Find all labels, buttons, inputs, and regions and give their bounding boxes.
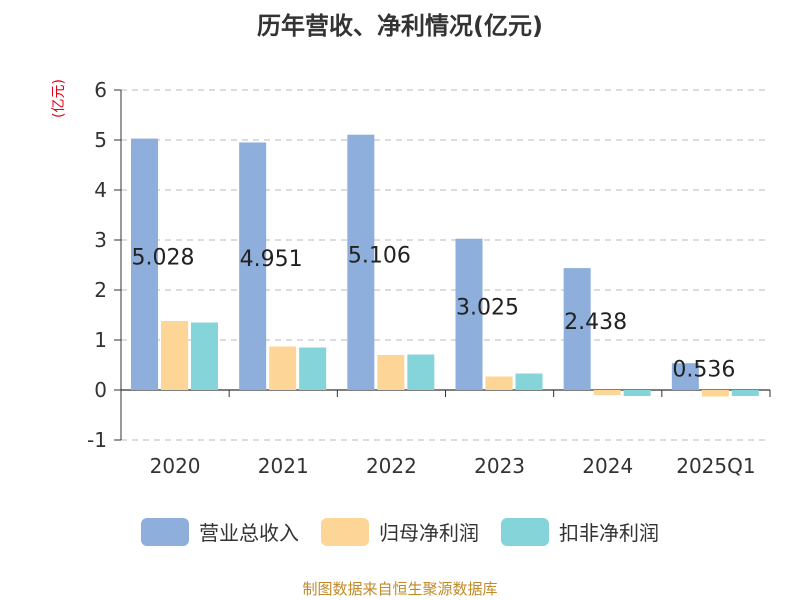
legend-swatch-deducted-profit (501, 517, 549, 546)
legend-item-net-profit[interactable]: 归母净利润 (321, 517, 479, 546)
x-tick-label: 2020 (150, 454, 201, 478)
bar-net-profit (485, 376, 513, 390)
legend: 营业总收入 归母净利润 扣非净利润 (0, 517, 800, 546)
y-tick-label: 6 (94, 78, 107, 102)
bar-deducted-profit (515, 373, 543, 390)
legend-swatch-revenue (141, 517, 189, 546)
bar-revenue (563, 268, 591, 390)
bar-revenue (347, 134, 375, 390)
bar-net-profit (269, 346, 297, 390)
x-tick-label: 2024 (582, 454, 633, 478)
bar-deducted-profit (623, 390, 651, 396)
bar-net-profit (161, 321, 188, 390)
bar-net-profit (377, 355, 405, 390)
bar-revenue (131, 138, 158, 390)
data-label: 3.025 (456, 295, 519, 320)
y-tick-label: 4 (94, 178, 107, 202)
bar-deducted-profit (191, 322, 218, 390)
bar-net-profit (701, 390, 729, 397)
x-tick-label: 2023 (474, 454, 525, 478)
x-tick-label: 2021 (258, 454, 309, 478)
data-source-note: 制图数据来自恒生聚源数据库 (302, 580, 498, 598)
legend-label-deducted-profit: 扣非净利润 (559, 521, 659, 545)
bar-deducted-profit (731, 390, 759, 396)
y-tick-label: 5 (94, 128, 107, 152)
bar-net-profit (593, 390, 621, 395)
data-label: 2.438 (564, 310, 627, 335)
bar-deducted-profit (299, 347, 327, 390)
legend-item-deducted-profit[interactable]: 扣非净利润 (501, 517, 659, 546)
x-tick-label: 2022 (366, 454, 417, 478)
chart-title: 历年营收、净利情况(亿元) (257, 12, 543, 40)
y-tick-label: 2 (94, 278, 107, 302)
bar-revenue (671, 363, 699, 390)
y-tick-label: -1 (87, 428, 107, 452)
bar-revenue (455, 238, 483, 390)
x-tick-label: 2025Q1 (676, 454, 755, 478)
data-label: 5.028 (132, 245, 195, 270)
y-tick-label: 0 (94, 378, 107, 402)
bar-revenue (239, 142, 267, 390)
data-label: 5.106 (348, 243, 411, 268)
legend-item-revenue[interactable]: 营业总收入 (141, 517, 299, 546)
legend-swatch-net-profit (321, 517, 369, 546)
data-label: 4.951 (240, 247, 303, 272)
y-tick-label: 3 (94, 228, 107, 252)
y-tick-label: 1 (94, 328, 107, 352)
legend-label-net-profit: 归母净利润 (379, 521, 479, 545)
bar-deducted-profit (407, 354, 435, 390)
data-label: 0.536 (672, 358, 735, 383)
legend-label-revenue: 营业总收入 (199, 521, 299, 545)
